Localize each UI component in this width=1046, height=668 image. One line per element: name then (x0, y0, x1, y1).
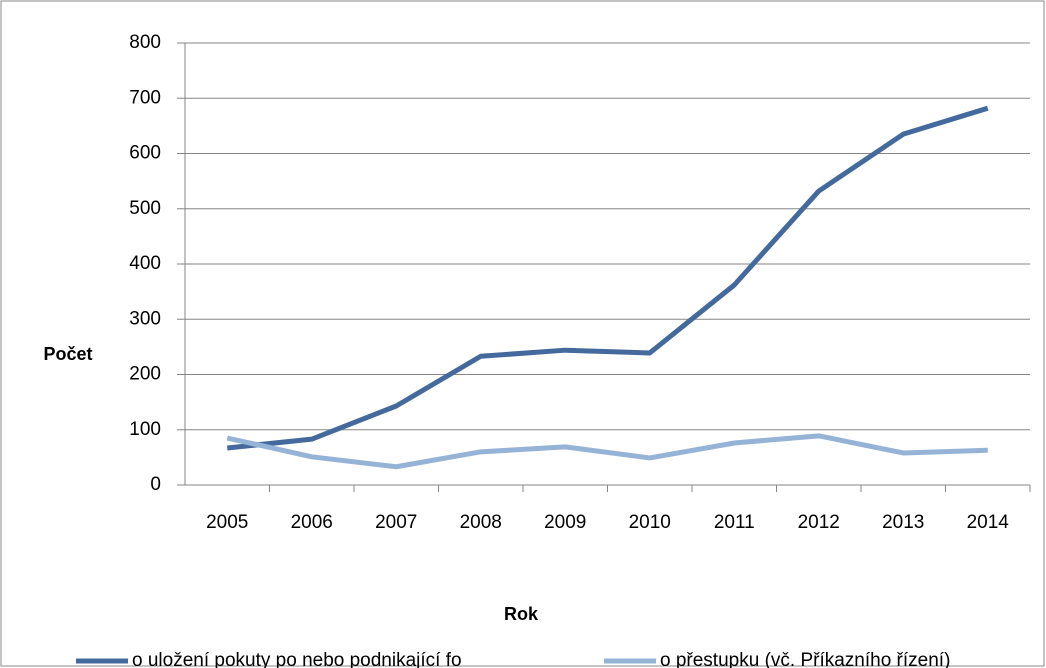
legend-label: o uložení pokuty po nebo podnikající fo (132, 650, 462, 668)
legend-label: o přestupku (vč. Příkazního řízení) (660, 650, 950, 668)
series-line (226, 105, 989, 451)
x-tick-label: 2010 (629, 512, 671, 533)
x-tick-label: 2006 (291, 512, 333, 533)
series-line (226, 433, 988, 470)
y-tick-label: 0 (150, 474, 161, 495)
x-tick-label: 2011 (714, 512, 755, 533)
y-tick-label: 500 (129, 198, 161, 219)
y-tick-label: 200 (129, 364, 161, 385)
y-tick-label: 100 (129, 419, 161, 440)
x-tick-label: 2005 (206, 512, 248, 533)
y-tick-label: 600 (129, 143, 161, 164)
y-tick-label: 700 (129, 87, 161, 108)
y-tick-label: 300 (129, 308, 161, 329)
y-tick-label: 400 (129, 253, 161, 274)
x-tick-label: 2013 (882, 512, 924, 533)
x-tick-label: 2012 (798, 512, 840, 533)
y-tick-label: 800 (129, 32, 161, 53)
x-tick-label: 2008 (460, 512, 502, 533)
x-axis-label: Rok (504, 604, 539, 624)
y-axis-label: Počet (43, 344, 92, 364)
x-tick-label: 2014 (967, 512, 1010, 533)
x-tick-label: 2007 (375, 512, 417, 533)
x-tick-label: 2009 (544, 512, 586, 533)
